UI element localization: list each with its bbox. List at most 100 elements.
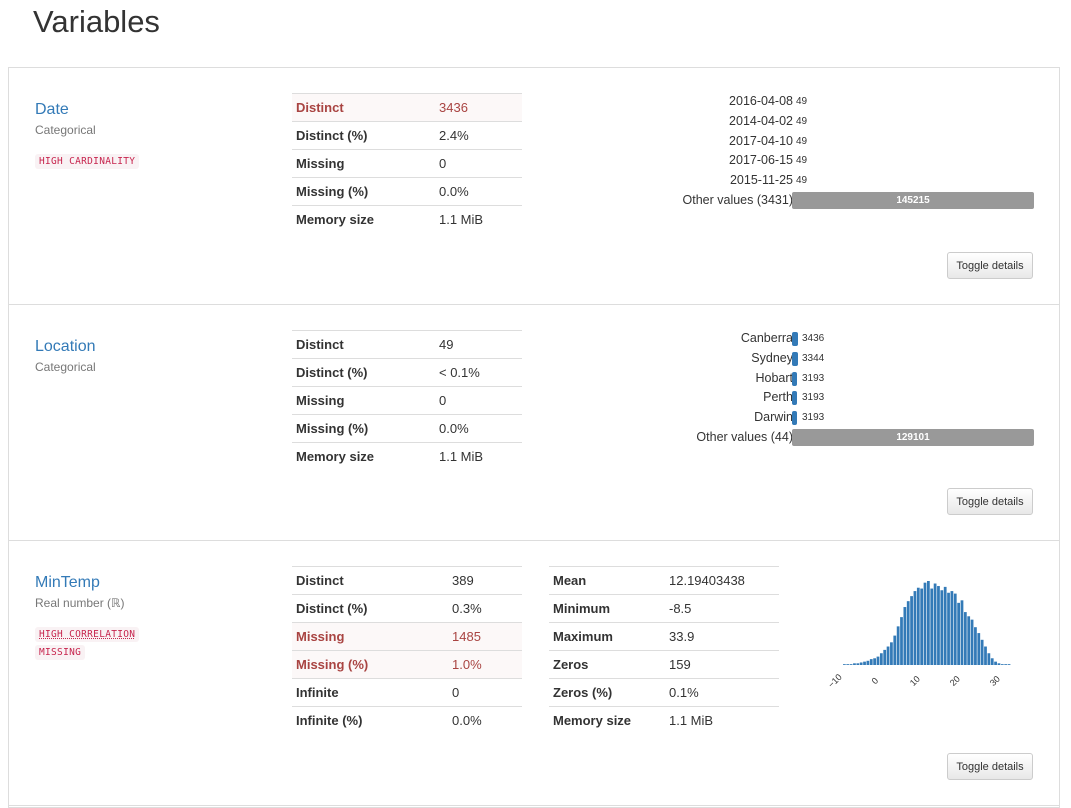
frequency-label: Sydney bbox=[751, 350, 793, 365]
histogram-bar bbox=[890, 642, 893, 665]
page-title: Variables bbox=[33, 4, 160, 39]
histogram-bar bbox=[1007, 664, 1011, 665]
stat-row: Distinct (%) < 0.1% bbox=[292, 358, 522, 387]
stat-value: 0.0% bbox=[448, 706, 522, 734]
histogram-bar bbox=[886, 646, 890, 665]
stat-value: 33.9 bbox=[665, 622, 779, 651]
stat-value: < 0.1% bbox=[435, 358, 522, 387]
stats-table: Distinct 49 Distinct (%) < 0.1% Missing 0 M… bbox=[292, 330, 522, 470]
stat-label: Memory size bbox=[549, 706, 665, 734]
histogram-tick-label: 0 bbox=[870, 676, 881, 687]
stat-row: Distinct (%) 2.4% bbox=[292, 121, 522, 150]
toggle-details-button[interactable]: Toggle details bbox=[947, 753, 1033, 780]
frequency-label: 2015-11-25 bbox=[729, 173, 793, 188]
histogram-bar bbox=[987, 653, 991, 665]
histogram-bar bbox=[893, 635, 897, 665]
frequency-row: 2016-04-08 49 bbox=[629, 92, 1049, 112]
frequency-label: Darwin bbox=[754, 410, 793, 425]
stat-label: Memory size bbox=[292, 205, 435, 233]
frequency-row: 2015-11-25 49 bbox=[629, 171, 1049, 191]
histogram-bar bbox=[853, 663, 856, 665]
frequency-bar bbox=[792, 411, 797, 426]
frequency-label: Other values (44) bbox=[696, 429, 793, 444]
frequency-count: 3436 bbox=[802, 333, 825, 344]
histogram-bar bbox=[997, 663, 1001, 665]
frequency-count: 49 bbox=[796, 175, 808, 187]
frequency-count: 49 bbox=[796, 115, 808, 127]
frequency-row: Perth 3193 bbox=[629, 388, 1049, 408]
variable-name[interactable]: Location bbox=[35, 338, 96, 355]
histogram-bar bbox=[849, 664, 853, 665]
stats-table: Distinct 3436 Distinct (%) 2.4% Missing 0 M… bbox=[292, 93, 522, 233]
alert-badge-high-correlation[interactable]: HIGH CORRELATION bbox=[35, 627, 140, 642]
histogram-bar bbox=[883, 649, 887, 665]
histogram-bar bbox=[984, 646, 987, 665]
stat-row: Distinct 389 bbox=[292, 566, 522, 595]
stat-row: Distinct 3436 bbox=[292, 93, 522, 122]
frequency-row: 2017-04-10 49 bbox=[629, 132, 1049, 152]
stat-row: Infinite 0 bbox=[292, 678, 522, 707]
frequency-other-row: Other values (44) 129101 bbox=[629, 428, 1049, 448]
frequency-label: Canberra bbox=[740, 331, 793, 345]
frequency-label: Other values (3431) bbox=[682, 192, 793, 207]
histogram-bar bbox=[960, 600, 964, 665]
histogram-bar bbox=[873, 658, 876, 665]
histogram-bar bbox=[1004, 664, 1008, 665]
variable-mintemp: MinTemp Real number (ℝ) HIGH CORRELATION… bbox=[9, 541, 1059, 806]
stat-row: Missing (%) 0.0% bbox=[292, 177, 522, 206]
histogram-bar bbox=[876, 656, 880, 665]
stat-label: Missing bbox=[292, 149, 435, 178]
histogram-bar bbox=[869, 659, 873, 665]
frequency-bar bbox=[792, 332, 798, 346]
stat-label: Distinct (%) bbox=[292, 594, 448, 623]
frequency-count: 3344 bbox=[802, 352, 825, 364]
stat-label: Maximum bbox=[549, 622, 665, 651]
stat-row: Infinite (%) 0.0% bbox=[292, 706, 522, 734]
stat-row: Missing 0 bbox=[292, 149, 522, 178]
variable-type: Categorical bbox=[35, 360, 96, 374]
variable-name[interactable]: Date bbox=[35, 101, 69, 118]
frequency-chart: Canberra 3436 Sydney 3344 Hobart 3193 Pe… bbox=[629, 329, 1049, 448]
toggle-details-button[interactable]: Toggle details bbox=[947, 252, 1033, 279]
frequency-row: Sydney 3344 bbox=[629, 349, 1049, 369]
frequency-bar bbox=[792, 351, 798, 366]
toggle-details-button[interactable]: Toggle details bbox=[947, 488, 1033, 515]
histogram-bar bbox=[943, 586, 947, 665]
alert-badge-missing: MISSING bbox=[35, 645, 86, 660]
stat-row: Missing 0 bbox=[292, 386, 522, 415]
histogram-bar bbox=[916, 587, 920, 665]
histogram-tick-label: 30 bbox=[988, 674, 1002, 688]
stat-row: Memory size 1.1 MiB bbox=[292, 442, 522, 470]
histogram-bar bbox=[957, 602, 960, 665]
histogram-bar bbox=[896, 626, 900, 665]
variables-panel: Date Categorical HIGH CARDINALITY Distin… bbox=[8, 67, 1060, 808]
stat-value: 0.0% bbox=[435, 414, 522, 443]
frequency-row: Canberra 3436 bbox=[629, 329, 1049, 349]
histogram-tick-label: −10 bbox=[826, 672, 844, 690]
frequency-row: Darwin 3193 bbox=[629, 408, 1049, 428]
variable-name[interactable]: MinTemp bbox=[35, 574, 100, 591]
frequency-chart: 2016-04-08 49 2014-04-02 49 2017-04-10 4… bbox=[629, 92, 1049, 211]
frequency-bar bbox=[792, 371, 797, 386]
stat-label: Distinct (%) bbox=[292, 358, 435, 387]
frequency-count: 49 bbox=[796, 96, 808, 107]
stat-row: Distinct 49 bbox=[292, 330, 522, 359]
alert-badge-high-cardinality: HIGH CARDINALITY bbox=[35, 154, 140, 169]
stat-label: Zeros (%) bbox=[549, 678, 665, 707]
stat-row: Zeros 159 bbox=[549, 650, 779, 679]
stat-value: 1.0% bbox=[448, 650, 522, 679]
histogram-bar bbox=[900, 617, 903, 665]
histogram-bar bbox=[990, 658, 994, 665]
stat-value: 1.1 MiB bbox=[665, 706, 779, 734]
stat-label: Missing bbox=[292, 386, 435, 415]
stat-label: Minimum bbox=[549, 594, 665, 623]
histogram-bar bbox=[974, 627, 977, 665]
stat-value: 0.3% bbox=[448, 594, 522, 623]
histogram-bar bbox=[856, 663, 860, 665]
histogram-bar bbox=[866, 660, 870, 665]
histogram-bar bbox=[1000, 664, 1004, 665]
histogram-bar bbox=[879, 653, 883, 665]
stat-label: Memory size bbox=[292, 442, 435, 470]
variable-location: Location Categorical Distinct 49 Distinct… bbox=[9, 305, 1059, 541]
frequency-count: 49 bbox=[796, 135, 808, 147]
